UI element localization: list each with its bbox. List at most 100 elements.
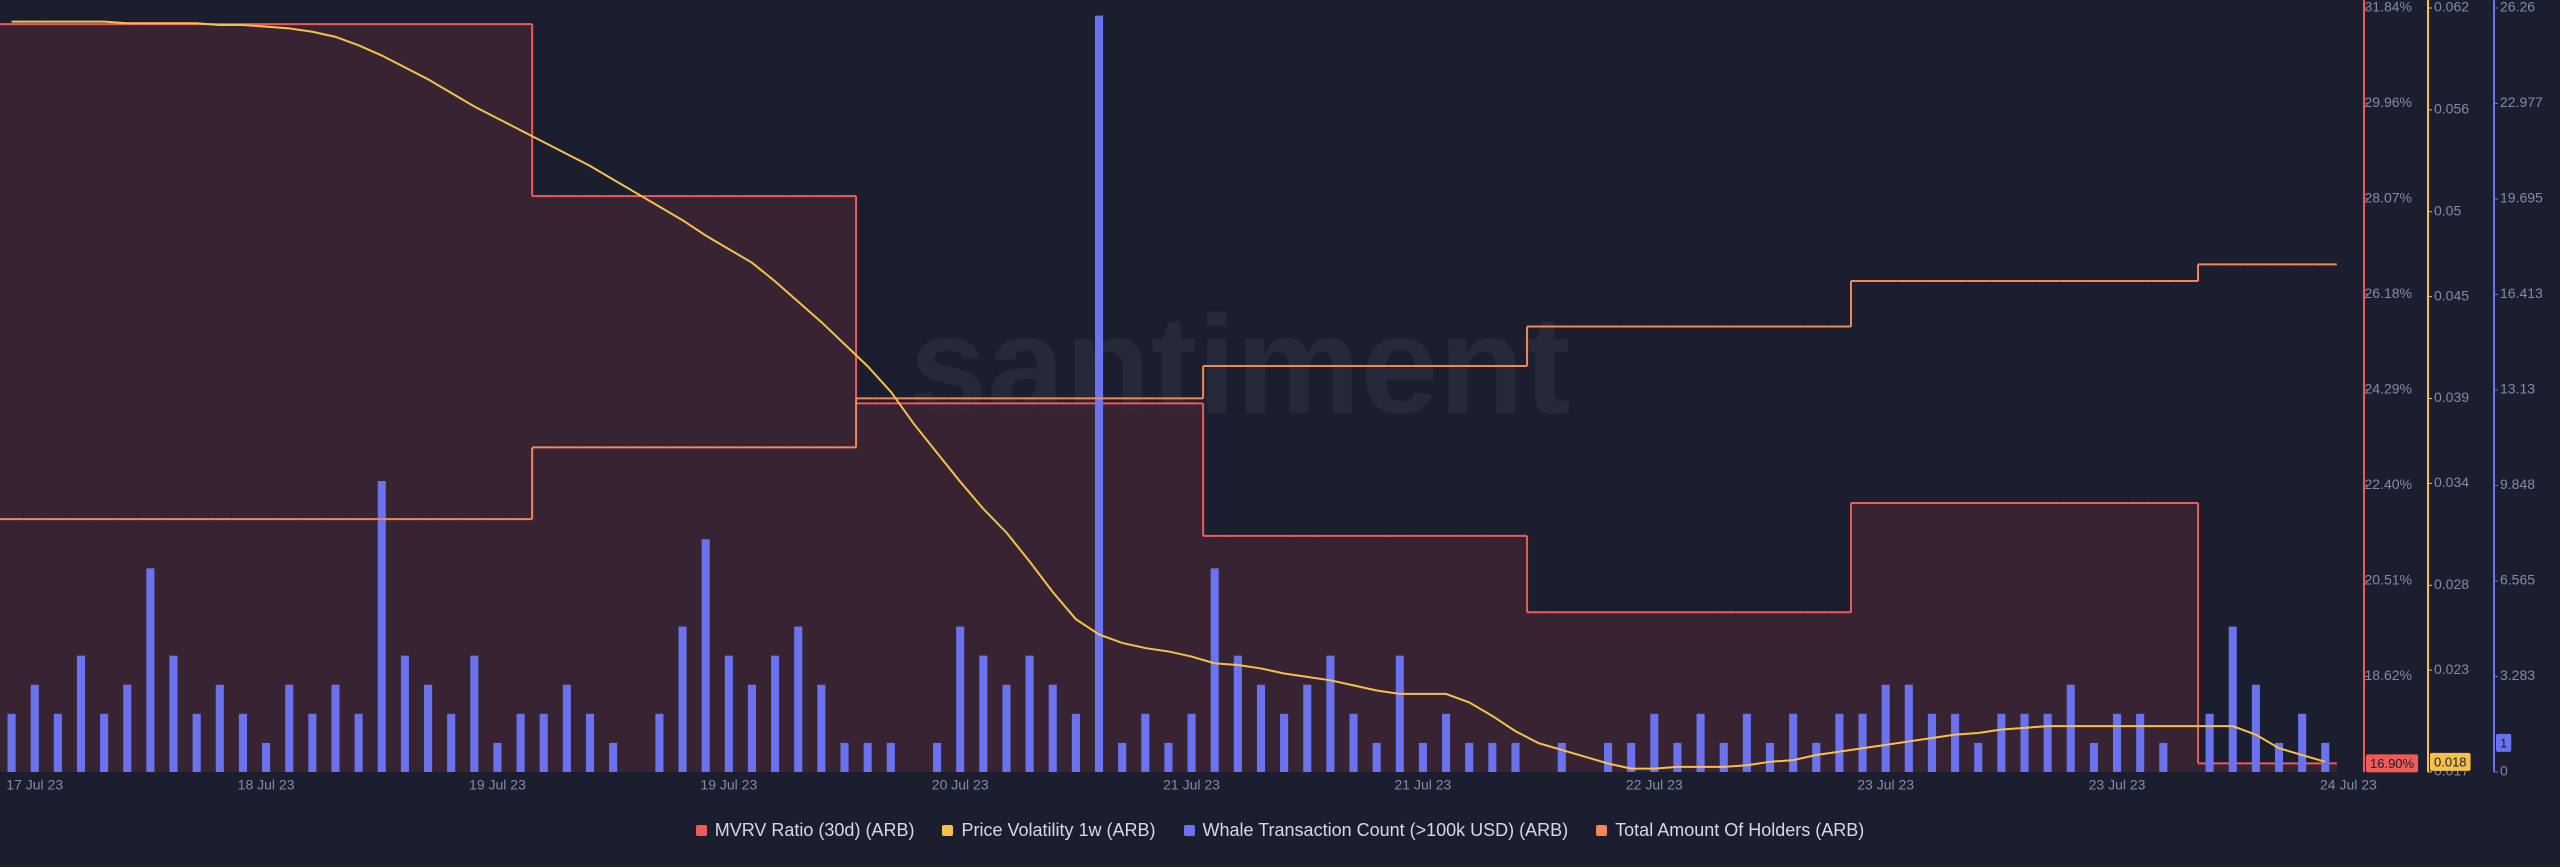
area [1874,503,1898,772]
area [879,403,903,772]
area [231,24,256,773]
area [925,403,950,772]
area [115,24,140,773]
area [763,196,788,772]
legend-item[interactable]: Total Amount Of Holders (ARB) [1596,820,1864,841]
bar [1997,713,2006,772]
area [1318,535,1343,772]
bar [1650,713,1659,772]
bar [1812,742,1821,772]
area [1550,612,1574,772]
y-tick-label: 0.045 [2434,287,2469,303]
bar [863,742,872,772]
y-tick-label: 0.028 [2434,576,2469,592]
bar [771,655,780,772]
area [416,24,441,773]
area [578,196,603,772]
bar [1164,742,1173,772]
bar [1048,684,1057,772]
x-tick-label: 23 Jul 23 [2089,777,2146,793]
area [439,24,464,773]
bar [1002,684,1011,772]
area [832,196,857,772]
area [1758,612,1783,772]
bar [979,655,988,772]
bar [2321,742,2330,772]
area [1411,535,1436,772]
bar [1488,742,1497,772]
legend-swatch [1596,825,1608,836]
area [1712,612,1736,772]
legend-item[interactable]: Whale Transaction Count (>100k USD) (ARB… [1183,820,1568,841]
bar [2159,742,2168,772]
area [1619,612,1644,772]
bar [447,713,456,772]
value-badge [2496,733,2512,752]
area [208,24,232,773]
y-tick-label: 0.062 [2434,0,2469,15]
legend-item[interactable]: MVRV Ratio (30d) (ARB) [695,820,914,841]
bar [53,713,62,772]
value-label: 0.018 [2434,754,2467,769]
bar [724,655,733,772]
legend-item[interactable]: Price Volatility 1w (ARB) [942,820,1156,841]
area [23,24,47,773]
bar [1280,713,1289,772]
area [1527,612,1551,772]
area [1480,535,1505,772]
x-tick-label: 18 Jul 23 [238,777,295,793]
area [1850,503,1875,772]
bar [76,655,86,772]
area [1989,503,2014,772]
bar [1233,655,1242,772]
y-tick-label: 20.51% [2365,572,2412,588]
y-tick-label: 0.056 [2434,101,2469,117]
y-tick-label: 9.848 [2500,476,2535,492]
area [1897,503,1921,772]
x-tick-label: 23 Jul 23 [1857,777,1914,793]
bar [933,742,942,772]
bar [1904,684,1913,772]
y-tick-label: 16.413 [2500,285,2543,301]
y-tick-label: 22.40% [2365,476,2412,492]
bar [956,626,965,772]
y-tick-label: 6.565 [2500,572,2535,588]
bar [123,684,132,772]
bar [886,742,895,772]
bar [840,742,849,772]
area [670,196,695,772]
area [1689,612,1713,772]
x-tick-label: 21 Jul 23 [1395,777,1452,793]
area [347,24,371,773]
bar [493,742,502,772]
area [1804,612,1829,772]
area [1272,535,1297,772]
bar [377,481,386,772]
bar [1210,568,1219,772]
area [92,24,117,773]
bar [308,713,317,772]
bar [1719,742,1728,772]
bar [1442,713,1451,772]
bar [2113,713,2122,772]
area [69,24,94,773]
bar [262,742,271,772]
bar [1418,742,1427,772]
legend-label: Price Volatility 1w (ARB) [961,820,1156,840]
area [2036,503,2060,772]
y-tick-label: 0.039 [2434,389,2469,405]
bar [1789,713,1798,772]
legend-swatch [1183,825,1195,836]
x-tick-label: 21 Jul 23 [1163,777,1220,793]
area [1827,612,1852,772]
bar [2066,684,2075,772]
x-tick-label: 22 Jul 23 [1626,777,1683,793]
y-tick-label: 0.05 [2434,202,2461,218]
area [1457,535,1482,772]
y-tick-label: 26.18% [2365,285,2412,301]
legend-swatch [695,825,707,836]
bar [1141,713,1150,772]
area [624,196,649,772]
bar [285,684,294,772]
